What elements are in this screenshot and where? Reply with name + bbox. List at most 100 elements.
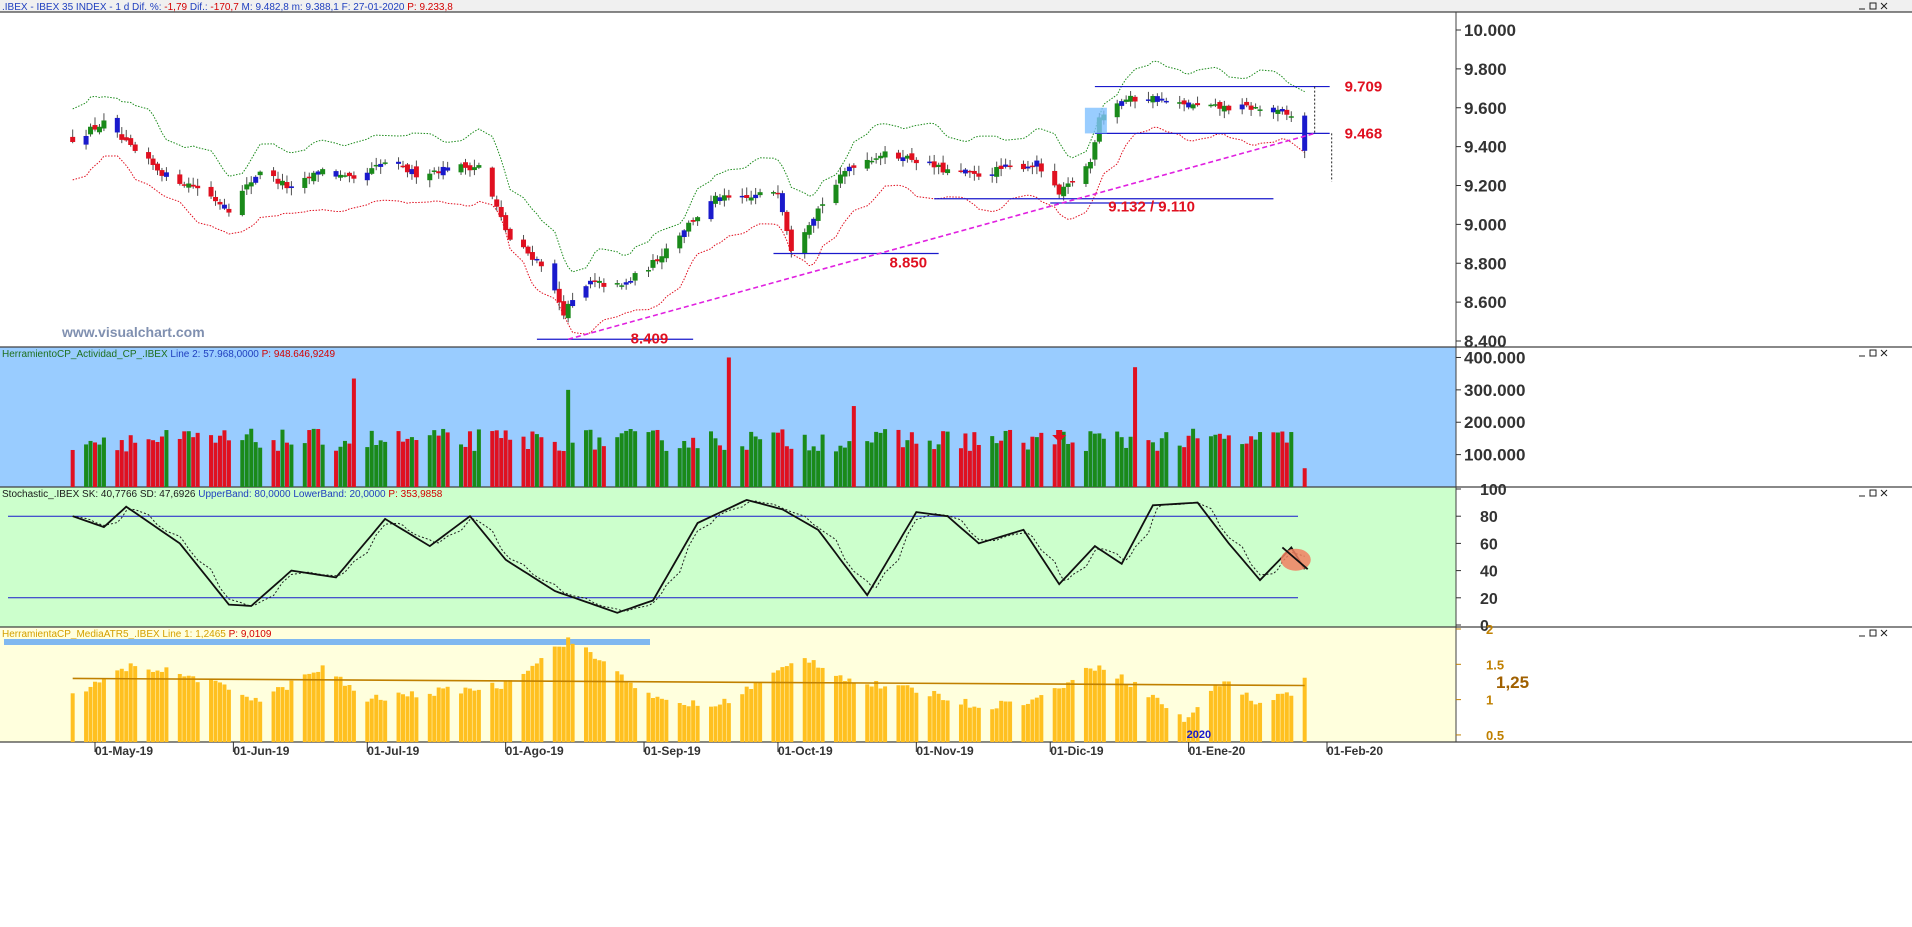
header-segment: UpperBand: 80,0000: [198, 489, 291, 500]
volume-bar: [508, 439, 513, 487]
volume-bar: [97, 444, 102, 487]
candle-body: [503, 215, 509, 231]
candle-body: [1186, 102, 1192, 108]
volume-bar: [802, 434, 807, 487]
candle-body: [775, 192, 781, 195]
candle-body: [1025, 166, 1031, 169]
candle-body: [744, 195, 750, 198]
candle-body: [1217, 102, 1223, 109]
volume-bar: [1025, 449, 1030, 487]
atr-bar: [503, 680, 508, 742]
candle-body: [208, 186, 214, 197]
candle-body: [945, 169, 951, 174]
volume-bar: [566, 389, 571, 487]
atr-bar: [807, 662, 812, 742]
volume-bar: [226, 440, 231, 487]
volume-bar: [994, 443, 999, 487]
stochastic-tick-label: 40: [1480, 564, 1498, 581]
candle-body: [1288, 116, 1294, 118]
volume-bar: [909, 432, 914, 487]
volume-bar: [289, 444, 294, 487]
candle-body: [181, 184, 187, 186]
atr-bar: [682, 704, 687, 742]
volume-bar: [499, 438, 504, 487]
volume-bar: [588, 429, 593, 487]
candle-body: [186, 183, 192, 188]
atr-bar: [1039, 695, 1044, 742]
candle-body: [489, 167, 495, 197]
close-icon[interactable]: [1880, 2, 1888, 10]
volume-bar: [771, 432, 776, 487]
volume-bar: [976, 444, 981, 487]
close-icon[interactable]: [1880, 629, 1888, 637]
volume-bar: [311, 428, 316, 487]
maximize-icon[interactable]: [1869, 489, 1877, 497]
volume-bar: [280, 429, 285, 487]
candle-body: [239, 190, 245, 216]
header-segment: P: 9,0109: [226, 629, 272, 640]
volume-window-controls[interactable]: [1859, 349, 1888, 357]
maximize-icon[interactable]: [1869, 2, 1877, 10]
volume-bar: [1052, 444, 1057, 487]
close-icon[interactable]: [1880, 489, 1888, 497]
atr-bar: [70, 693, 75, 742]
atr-bar: [624, 682, 629, 742]
stochastic-tick-label: 20: [1480, 591, 1498, 608]
candle-body: [369, 168, 375, 174]
annotation-label: 8.409: [631, 330, 669, 347]
volume-bar: [1070, 442, 1075, 487]
atr-bar: [833, 675, 838, 742]
atr-bar: [1302, 677, 1307, 742]
volume-bar: [1164, 432, 1169, 487]
candle-body: [525, 246, 531, 254]
atr-bar: [691, 700, 696, 742]
candle-body: [904, 155, 910, 159]
volume-bar: [351, 378, 356, 487]
volume-bar: [1284, 442, 1289, 487]
candle-body: [83, 135, 89, 145]
candle-body: [802, 232, 808, 254]
price-tick-label: 10.000: [1464, 21, 1516, 40]
candle-body: [721, 195, 727, 201]
volume-bar: [1030, 436, 1035, 487]
volume-bar: [1146, 440, 1151, 487]
volume-bar: [597, 437, 602, 487]
volume-bar: [1280, 431, 1285, 487]
candle-body: [708, 201, 714, 220]
atr-bar: [369, 698, 374, 742]
candle-body: [940, 162, 946, 173]
candle-body: [976, 173, 982, 177]
volume-bar: [209, 435, 214, 487]
volume-bar: [191, 437, 196, 487]
volume-bar: [883, 429, 888, 487]
atr-bar: [1195, 707, 1200, 742]
candle-body: [1034, 160, 1040, 167]
volume-bar: [1191, 428, 1196, 487]
volume-bar: [561, 450, 566, 487]
x-tick-label: 01-May-19: [95, 744, 153, 758]
candle-body: [333, 171, 339, 177]
atr-window-controls[interactable]: [1859, 629, 1888, 637]
stochastic-window-controls[interactable]: [1859, 489, 1888, 497]
atr-bar: [1083, 667, 1088, 742]
atr-bar: [842, 681, 847, 742]
volume-bar: [811, 446, 816, 487]
maximize-icon[interactable]: [1869, 629, 1877, 637]
atr-bar: [963, 698, 968, 742]
volume-bar: [1258, 432, 1263, 487]
atr-bar: [909, 687, 914, 742]
close-icon[interactable]: [1880, 349, 1888, 357]
volume-bar: [320, 444, 325, 487]
price-window-controls[interactable]: [1859, 2, 1888, 10]
candle-body: [244, 184, 250, 190]
volume-bar: [570, 442, 575, 487]
atr-bar: [146, 669, 151, 742]
atr-bar: [709, 706, 713, 742]
candle-body: [882, 151, 888, 158]
volume-bar: [369, 430, 374, 487]
volume-bar: [1182, 447, 1187, 487]
candle-body: [1114, 103, 1120, 118]
candle-body: [1284, 109, 1290, 115]
maximize-icon[interactable]: [1869, 349, 1877, 357]
atr-bar: [253, 697, 258, 742]
